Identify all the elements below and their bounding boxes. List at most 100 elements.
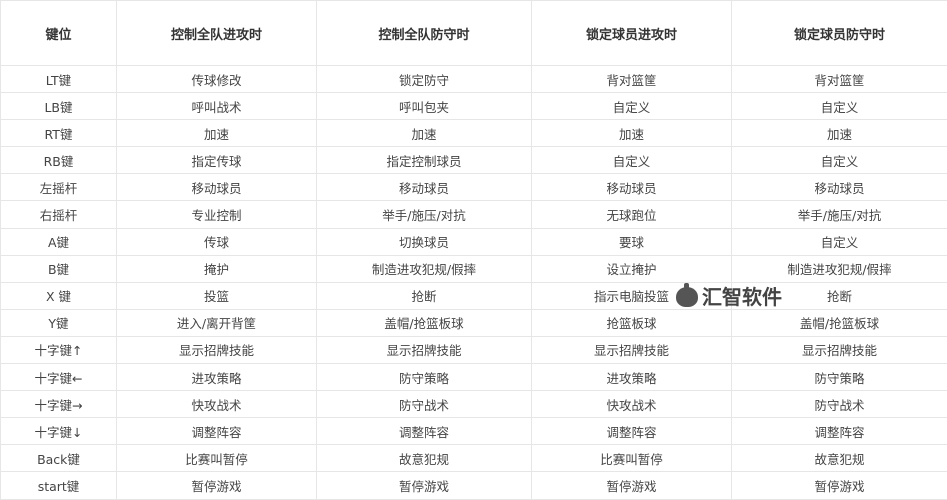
action-cell: 进入/离开背筐 xyxy=(116,308,317,337)
action-cell: 比赛叫暂停 xyxy=(531,444,732,473)
action-cell: 加速 xyxy=(116,119,317,148)
gamepad-icon xyxy=(676,283,698,307)
action-cell: 抢断 xyxy=(316,281,532,310)
key-cell: 十字键↓ xyxy=(0,417,117,446)
action-cell: 暂停游戏 xyxy=(531,471,732,500)
action-cell: 抢断 xyxy=(731,281,947,310)
action-cell: 防守策略 xyxy=(731,363,947,392)
action-cell: 抢篮板球 xyxy=(531,308,732,337)
action-cell: 要球 xyxy=(531,227,732,256)
action-cell: 移动球员 xyxy=(531,173,732,202)
action-cell: 指定控制球员 xyxy=(316,146,532,175)
key-cell: X 键 xyxy=(0,281,117,310)
action-cell: 专业控制 xyxy=(116,200,317,229)
action-cell: 快攻战术 xyxy=(116,390,317,419)
watermark: 汇智软件 xyxy=(676,283,782,309)
table-row: Back键 比赛叫暂停 故意犯规 比赛叫暂停 故意犯规 xyxy=(0,444,947,473)
action-cell: 无球跑位 xyxy=(531,200,732,229)
action-cell: 自定义 xyxy=(531,92,732,121)
table-row: 十字键↓ 调整阵容 调整阵容 调整阵容 调整阵容 xyxy=(0,417,947,446)
action-cell: 盖帽/抢篮板球 xyxy=(731,308,947,337)
table-row: B键 掩护 制造进攻犯规/假摔 设立掩护 制造进攻犯规/假摔 xyxy=(0,254,947,283)
action-cell: 调整阵容 xyxy=(116,417,317,446)
action-cell: 进攻策略 xyxy=(531,363,732,392)
action-cell: 比赛叫暂停 xyxy=(116,444,317,473)
column-header: 锁定球员进攻时 xyxy=(531,0,732,66)
action-cell: 防守战术 xyxy=(731,390,947,419)
action-cell: 故意犯规 xyxy=(316,444,532,473)
table-row: X 键投篮 抢断 指示电脑投篮 抢断 xyxy=(0,281,947,310)
column-header: 控制全队防守时 xyxy=(316,0,532,66)
table-row: LB键 呼叫战术 呼叫包夹 自定义 自定义 xyxy=(0,92,947,121)
key-cell: 十字键← xyxy=(0,363,117,392)
action-cell: 制造进攻犯规/假摔 xyxy=(316,254,532,283)
action-cell: 背对篮筐 xyxy=(531,64,732,94)
action-cell: 呼叫战术 xyxy=(116,92,317,121)
column-header: 锁定球员防守时 xyxy=(731,0,947,66)
action-cell: 设立掩护 xyxy=(531,254,732,283)
table-row: A键 传球 切换球员 要球 自定义 xyxy=(0,227,947,256)
action-cell: 暂停游戏 xyxy=(316,471,532,500)
action-cell: 快攻战术 xyxy=(531,390,732,419)
action-cell: 自定义 xyxy=(531,146,732,175)
action-cell: 防守战术 xyxy=(316,390,532,419)
key-cell: A键 xyxy=(0,227,117,256)
column-header: 控制全队进攻时 xyxy=(116,0,317,66)
key-cell: 左摇杆 xyxy=(0,173,117,202)
key-cell: RB键 xyxy=(0,146,117,175)
action-cell: 掩护 xyxy=(116,254,317,283)
action-cell: 暂停游戏 xyxy=(731,471,947,500)
action-cell: 投篮 xyxy=(116,281,317,310)
table-row: 十字键← 进攻策略 防守策略 进攻策略 防守策略 xyxy=(0,363,947,392)
key-cell: 十字键→ xyxy=(0,390,117,419)
action-cell: 移动球员 xyxy=(116,173,317,202)
action-cell: 传球 xyxy=(116,227,317,256)
key-cell: RT键 xyxy=(0,119,117,148)
action-cell: 防守策略 xyxy=(316,363,532,392)
action-cell: 传球修改 xyxy=(116,64,317,94)
action-cell: 背对篮筐 xyxy=(731,64,947,94)
watermark-text: 汇智软件 xyxy=(702,285,782,309)
action-cell: 锁定防守 xyxy=(316,64,532,94)
table-row: Y键 进入/离开背筐 盖帽/抢篮板球 抢篮板球 盖帽/抢篮板球 xyxy=(0,308,947,337)
key-cell: B键 xyxy=(0,254,117,283)
action-cell: 调整阵容 xyxy=(531,417,732,446)
column-header: 键位 xyxy=(0,0,117,66)
table-row: 右摇杆 专业控制 举手/施压/对抗 无球跑位 举手/施压/对抗 xyxy=(0,200,947,229)
action-cell: 举手/施压/对抗 xyxy=(316,200,532,229)
table-row: RT键 加速 加速 加速 加速 xyxy=(0,119,947,148)
action-cell: 自定义 xyxy=(731,92,947,121)
key-cell: LT键 xyxy=(0,64,117,94)
key-cell: 右摇杆 xyxy=(0,200,117,229)
table-row: 十字键↑ 显示招牌技能 显示招牌技能 显示招牌技能 显示招牌技能 xyxy=(0,335,947,365)
action-cell: 暂停游戏 xyxy=(116,471,317,500)
action-cell: 盖帽/抢篮板球 xyxy=(316,308,532,337)
action-cell: 调整阵容 xyxy=(316,417,532,446)
table-row: 十字键→ 快攻战术 防守战术 快攻战术 防守战术 xyxy=(0,390,947,419)
key-cell: LB键 xyxy=(0,92,117,121)
key-cell: start键 xyxy=(0,471,117,500)
action-cell: 呼叫包夹 xyxy=(316,92,532,121)
header-row: 键位 控制全队进攻时 控制全队防守时 锁定球员进攻时 锁定球员防守时 xyxy=(0,0,947,66)
key-cell: 十字键↑ xyxy=(0,335,117,365)
action-cell: 加速 xyxy=(531,119,732,148)
key-cell: Back键 xyxy=(0,444,117,473)
action-cell: 加速 xyxy=(316,119,532,148)
action-cell: 显示招牌技能 xyxy=(731,335,947,365)
table-row: start键 暂停游戏 暂停游戏 暂停游戏 暂停游戏 xyxy=(0,471,947,500)
action-cell: 移动球员 xyxy=(316,173,532,202)
action-cell: 进攻策略 xyxy=(116,363,317,392)
action-cell: 指示电脑投篮 xyxy=(531,281,732,310)
action-cell: 调整阵容 xyxy=(731,417,947,446)
key-cell: Y键 xyxy=(0,308,117,337)
action-cell: 显示招牌技能 xyxy=(316,335,532,365)
action-cell: 显示招牌技能 xyxy=(116,335,317,365)
action-cell: 制造进攻犯规/假摔 xyxy=(731,254,947,283)
action-cell: 移动球员 xyxy=(731,173,947,202)
action-cell: 指定传球 xyxy=(116,146,317,175)
table-row: LT键 传球修改 锁定防守 背对篮筐 背对篮筐 xyxy=(0,64,947,94)
action-cell: 故意犯规 xyxy=(731,444,947,473)
table-row: 左摇杆 移动球员 移动球员 移动球员 移动球员 xyxy=(0,173,947,202)
action-cell: 加速 xyxy=(731,119,947,148)
